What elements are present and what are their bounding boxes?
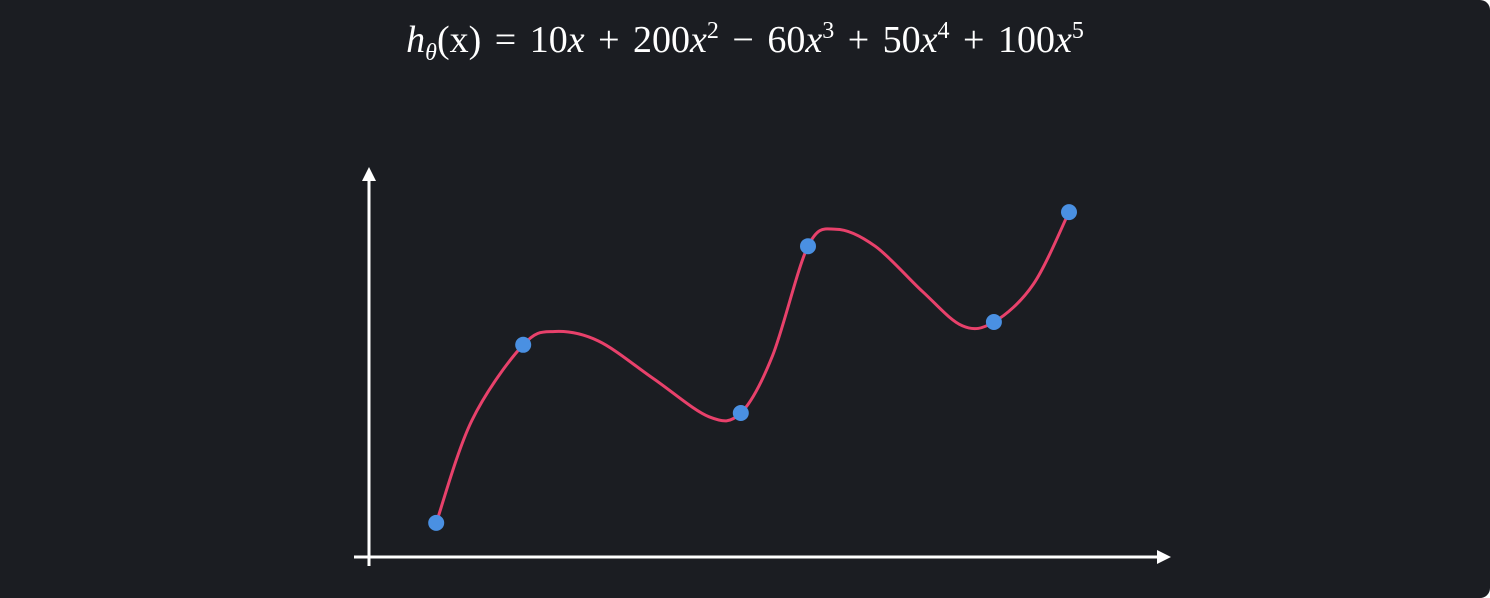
term4-var: x bbox=[920, 19, 938, 61]
y-axis-arrow bbox=[362, 167, 376, 181]
term3-var: x bbox=[805, 19, 823, 61]
term2-coef: 200 bbox=[633, 19, 691, 61]
term4-exp: 4 bbox=[937, 18, 950, 44]
term3-coef: 60 bbox=[767, 19, 806, 61]
data-point-1 bbox=[428, 514, 445, 531]
term5-coef: 100 bbox=[997, 19, 1055, 61]
x-axis-arrow bbox=[1157, 550, 1171, 564]
term3-exp: 3 bbox=[822, 18, 835, 44]
term2-var: x bbox=[690, 19, 707, 61]
data-point-6 bbox=[1061, 204, 1077, 221]
data-point-5 bbox=[985, 314, 1002, 330]
axes bbox=[354, 167, 1171, 566]
plus-sign-2: + bbox=[847, 19, 870, 61]
data-point-4 bbox=[800, 238, 816, 255]
points-layer bbox=[428, 204, 1077, 531]
formula-equals: = bbox=[494, 19, 517, 61]
term5-var: x bbox=[1054, 19, 1072, 61]
plus-sign-3: + bbox=[963, 19, 985, 61]
fitted-curve bbox=[434, 210, 1071, 525]
formula-theta: θ bbox=[425, 40, 437, 66]
hypothesis-formula: hθ(x) = 10x + 200x2 − 60x3 + 50x4 + 100x… bbox=[0, 6, 1490, 78]
minus-sign: − bbox=[732, 19, 754, 61]
plus-sign-1: + bbox=[598, 19, 620, 61]
data-point-2 bbox=[515, 336, 532, 353]
formula-arg: (x) bbox=[436, 19, 482, 61]
term1-coef: 10 bbox=[529, 19, 568, 61]
term2-exp: 2 bbox=[706, 18, 719, 44]
term4-coef: 50 bbox=[882, 19, 921, 61]
curve-layer bbox=[434, 210, 1071, 525]
formula-h: h bbox=[406, 19, 426, 61]
term5-exp: 5 bbox=[1071, 18, 1084, 44]
data-point-3 bbox=[732, 405, 749, 421]
term1-var: x bbox=[567, 19, 585, 61]
